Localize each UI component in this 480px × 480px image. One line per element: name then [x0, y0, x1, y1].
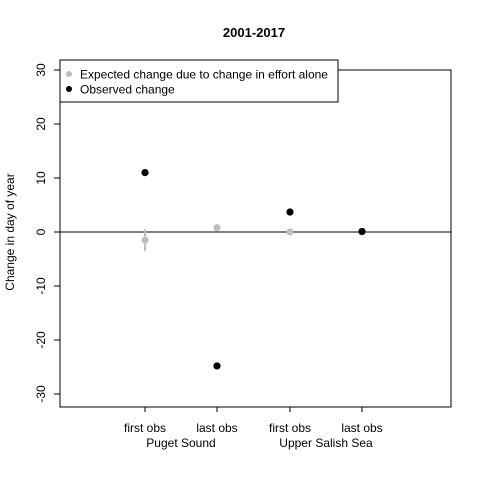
x-tick-label: last obs [341, 421, 382, 435]
x-tick-label: last obs [196, 421, 237, 435]
expected-change-point [213, 224, 221, 232]
observed-change-point [141, 169, 149, 177]
x-tick-label: first obs [269, 421, 311, 435]
y-tick-label: -10 [34, 277, 48, 295]
data-points [141, 169, 366, 370]
group-label: Puget Sound [146, 436, 215, 450]
plot-frame [59, 69, 452, 408]
legend-box [59, 59, 339, 103]
x-axis: first obs last obs first obs last obs Puget… [124, 407, 383, 450]
y-axis: -30 -20 -10 0 10 20 30 [34, 63, 61, 403]
observed-change-point [286, 208, 294, 216]
x-ticks: first obs last obs first obs last obs [124, 407, 383, 435]
y-tick-label: 10 [34, 171, 48, 185]
expected-change-point [286, 228, 294, 236]
y-tick-label: 20 [34, 117, 48, 131]
y-axis-label: Change in day of year [3, 173, 17, 290]
observed-change-point [213, 362, 221, 370]
legend: Expected change due to change in effort … [59, 59, 339, 103]
legend-marker-expected [66, 71, 72, 77]
y-tick-label: 0 [34, 228, 48, 235]
y-ticks: -30 -20 -10 0 10 20 30 [34, 63, 60, 403]
legend-marker-observed [66, 86, 72, 92]
group-label: Upper Salish Sea [279, 436, 373, 450]
legend-label-observed: Observed change [80, 83, 175, 97]
expected-change-point [141, 236, 149, 244]
chart-title: 2001-2017 [223, 25, 285, 40]
observed-change-point [358, 227, 366, 236]
y-tick-label: -20 [34, 331, 48, 349]
y-tick-label: 30 [34, 63, 48, 77]
x-tick-label: first obs [124, 421, 166, 435]
y-tick-label: -30 [34, 385, 48, 403]
legend-label-expected: Expected change due to change in effort … [80, 68, 328, 82]
x-group-labels: Puget Sound Upper Salish Sea [146, 436, 373, 450]
